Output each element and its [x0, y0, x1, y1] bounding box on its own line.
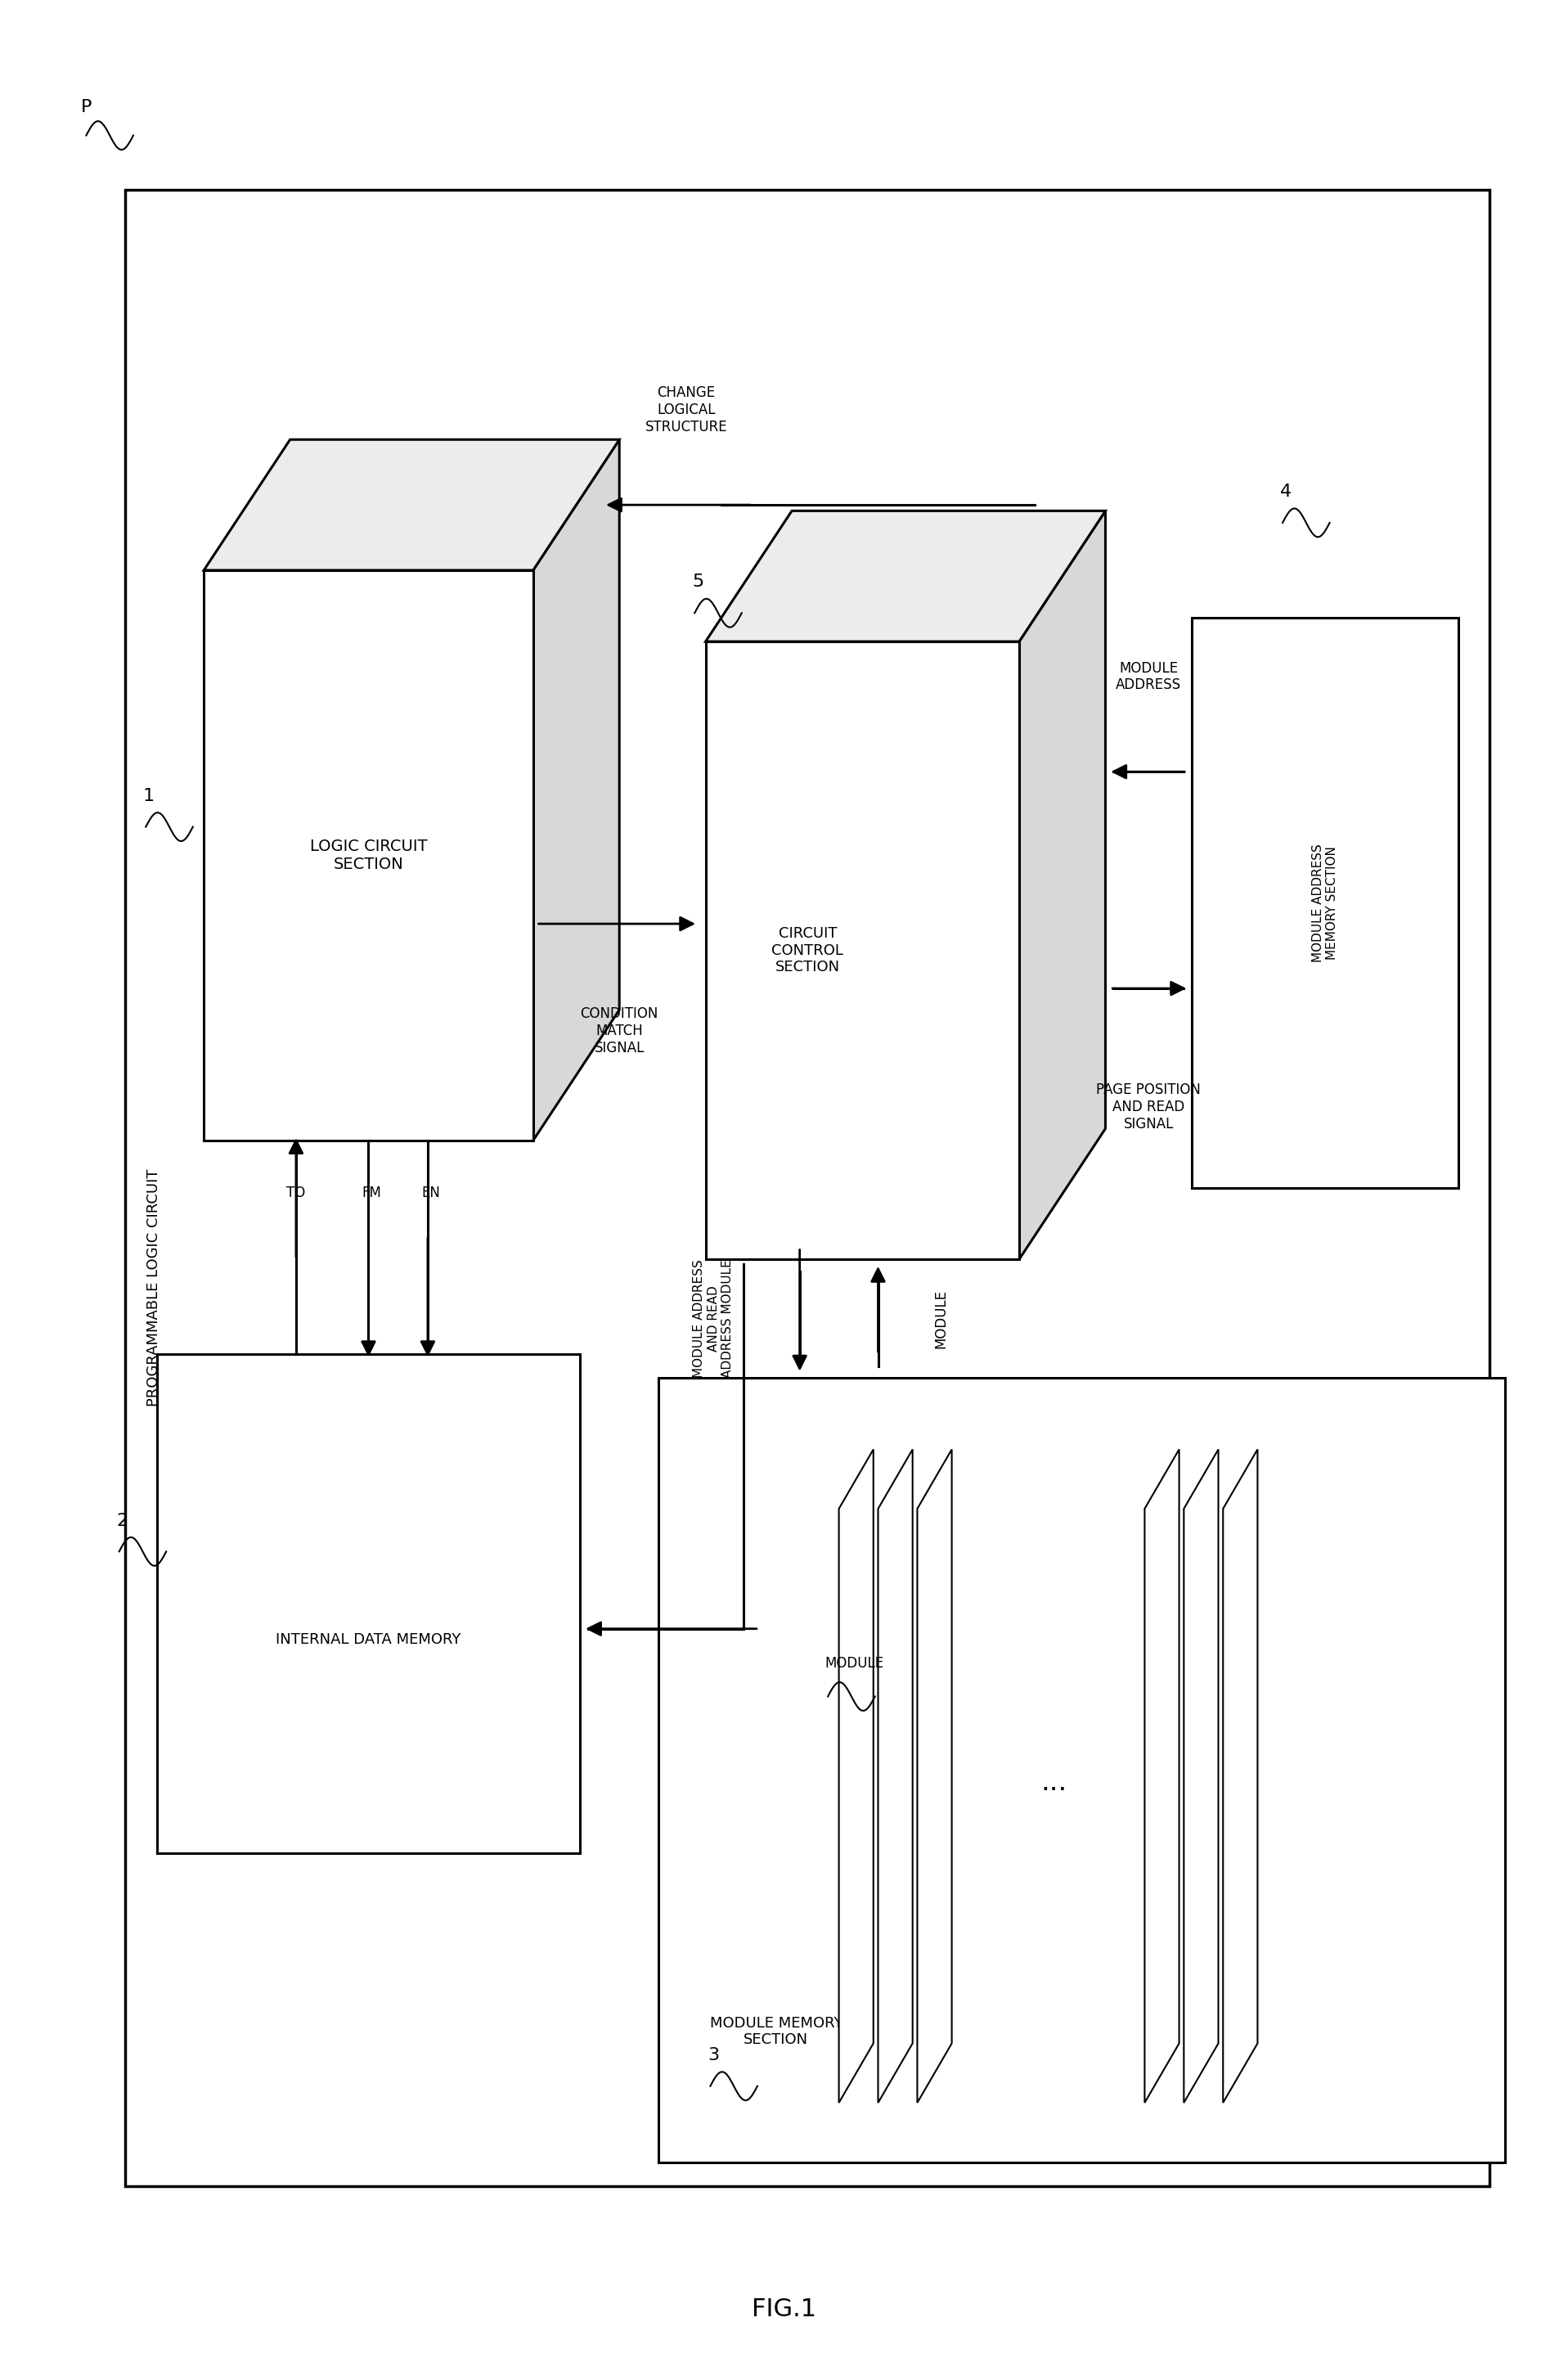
Text: FM: FM: [362, 1186, 381, 1200]
Text: 4: 4: [1279, 485, 1292, 499]
Polygon shape: [1145, 1449, 1179, 2103]
Text: 2: 2: [116, 1514, 129, 1528]
Text: PROGRAMMABLE LOGIC CIRCUIT: PROGRAMMABLE LOGIC CIRCUIT: [146, 1169, 162, 1407]
Bar: [125, 190, 1490, 2186]
Text: MODULE ADDRESS
MEMORY SECTION: MODULE ADDRESS MEMORY SECTION: [1312, 843, 1338, 962]
Bar: [659, 1378, 1505, 2162]
Bar: [1192, 618, 1458, 1188]
Text: MODULE: MODULE: [933, 1290, 949, 1347]
Polygon shape: [839, 1449, 873, 2103]
Text: PAGE POSITION
AND READ
SIGNAL: PAGE POSITION AND READ SIGNAL: [1096, 1083, 1201, 1131]
Text: 3: 3: [707, 2048, 720, 2062]
Polygon shape: [917, 1449, 952, 2103]
Text: MODULE
ADDRESS: MODULE ADDRESS: [1116, 661, 1181, 691]
Text: LOGIC CIRCUIT
SECTION: LOGIC CIRCUIT SECTION: [310, 839, 426, 872]
Text: P: P: [82, 100, 91, 114]
Text: MODULE MEMORY
SECTION: MODULE MEMORY SECTION: [710, 2015, 842, 2048]
Polygon shape: [706, 642, 1019, 1259]
Text: MODULE ADDRESS
AND READ
ADDRESS MODULE: MODULE ADDRESS AND READ ADDRESS MODULE: [693, 1259, 734, 1378]
Text: MODULE: MODULE: [825, 1656, 884, 1670]
Polygon shape: [1223, 1449, 1258, 2103]
Text: EN: EN: [422, 1186, 441, 1200]
Polygon shape: [1184, 1449, 1218, 2103]
Polygon shape: [204, 440, 619, 570]
Polygon shape: [706, 511, 1105, 642]
Polygon shape: [533, 440, 619, 1140]
Text: CONDITION
MATCH
SIGNAL: CONDITION MATCH SIGNAL: [580, 1007, 659, 1055]
Text: TO: TO: [287, 1186, 306, 1200]
Polygon shape: [1019, 511, 1105, 1259]
Text: INTERNAL DATA MEMORY: INTERNAL DATA MEMORY: [276, 1632, 461, 1647]
Text: 1: 1: [143, 789, 155, 803]
Polygon shape: [878, 1449, 913, 2103]
Text: CHANGE
LOGICAL
STRUCTURE: CHANGE LOGICAL STRUCTURE: [644, 385, 728, 435]
Text: FIG.1: FIG.1: [751, 2298, 817, 2321]
Bar: [157, 1354, 580, 1853]
Text: 5: 5: [691, 575, 704, 589]
Text: ...: ...: [1041, 1768, 1066, 1796]
Text: CIRCUIT
CONTROL
SECTION: CIRCUIT CONTROL SECTION: [771, 927, 844, 974]
Polygon shape: [204, 570, 533, 1140]
